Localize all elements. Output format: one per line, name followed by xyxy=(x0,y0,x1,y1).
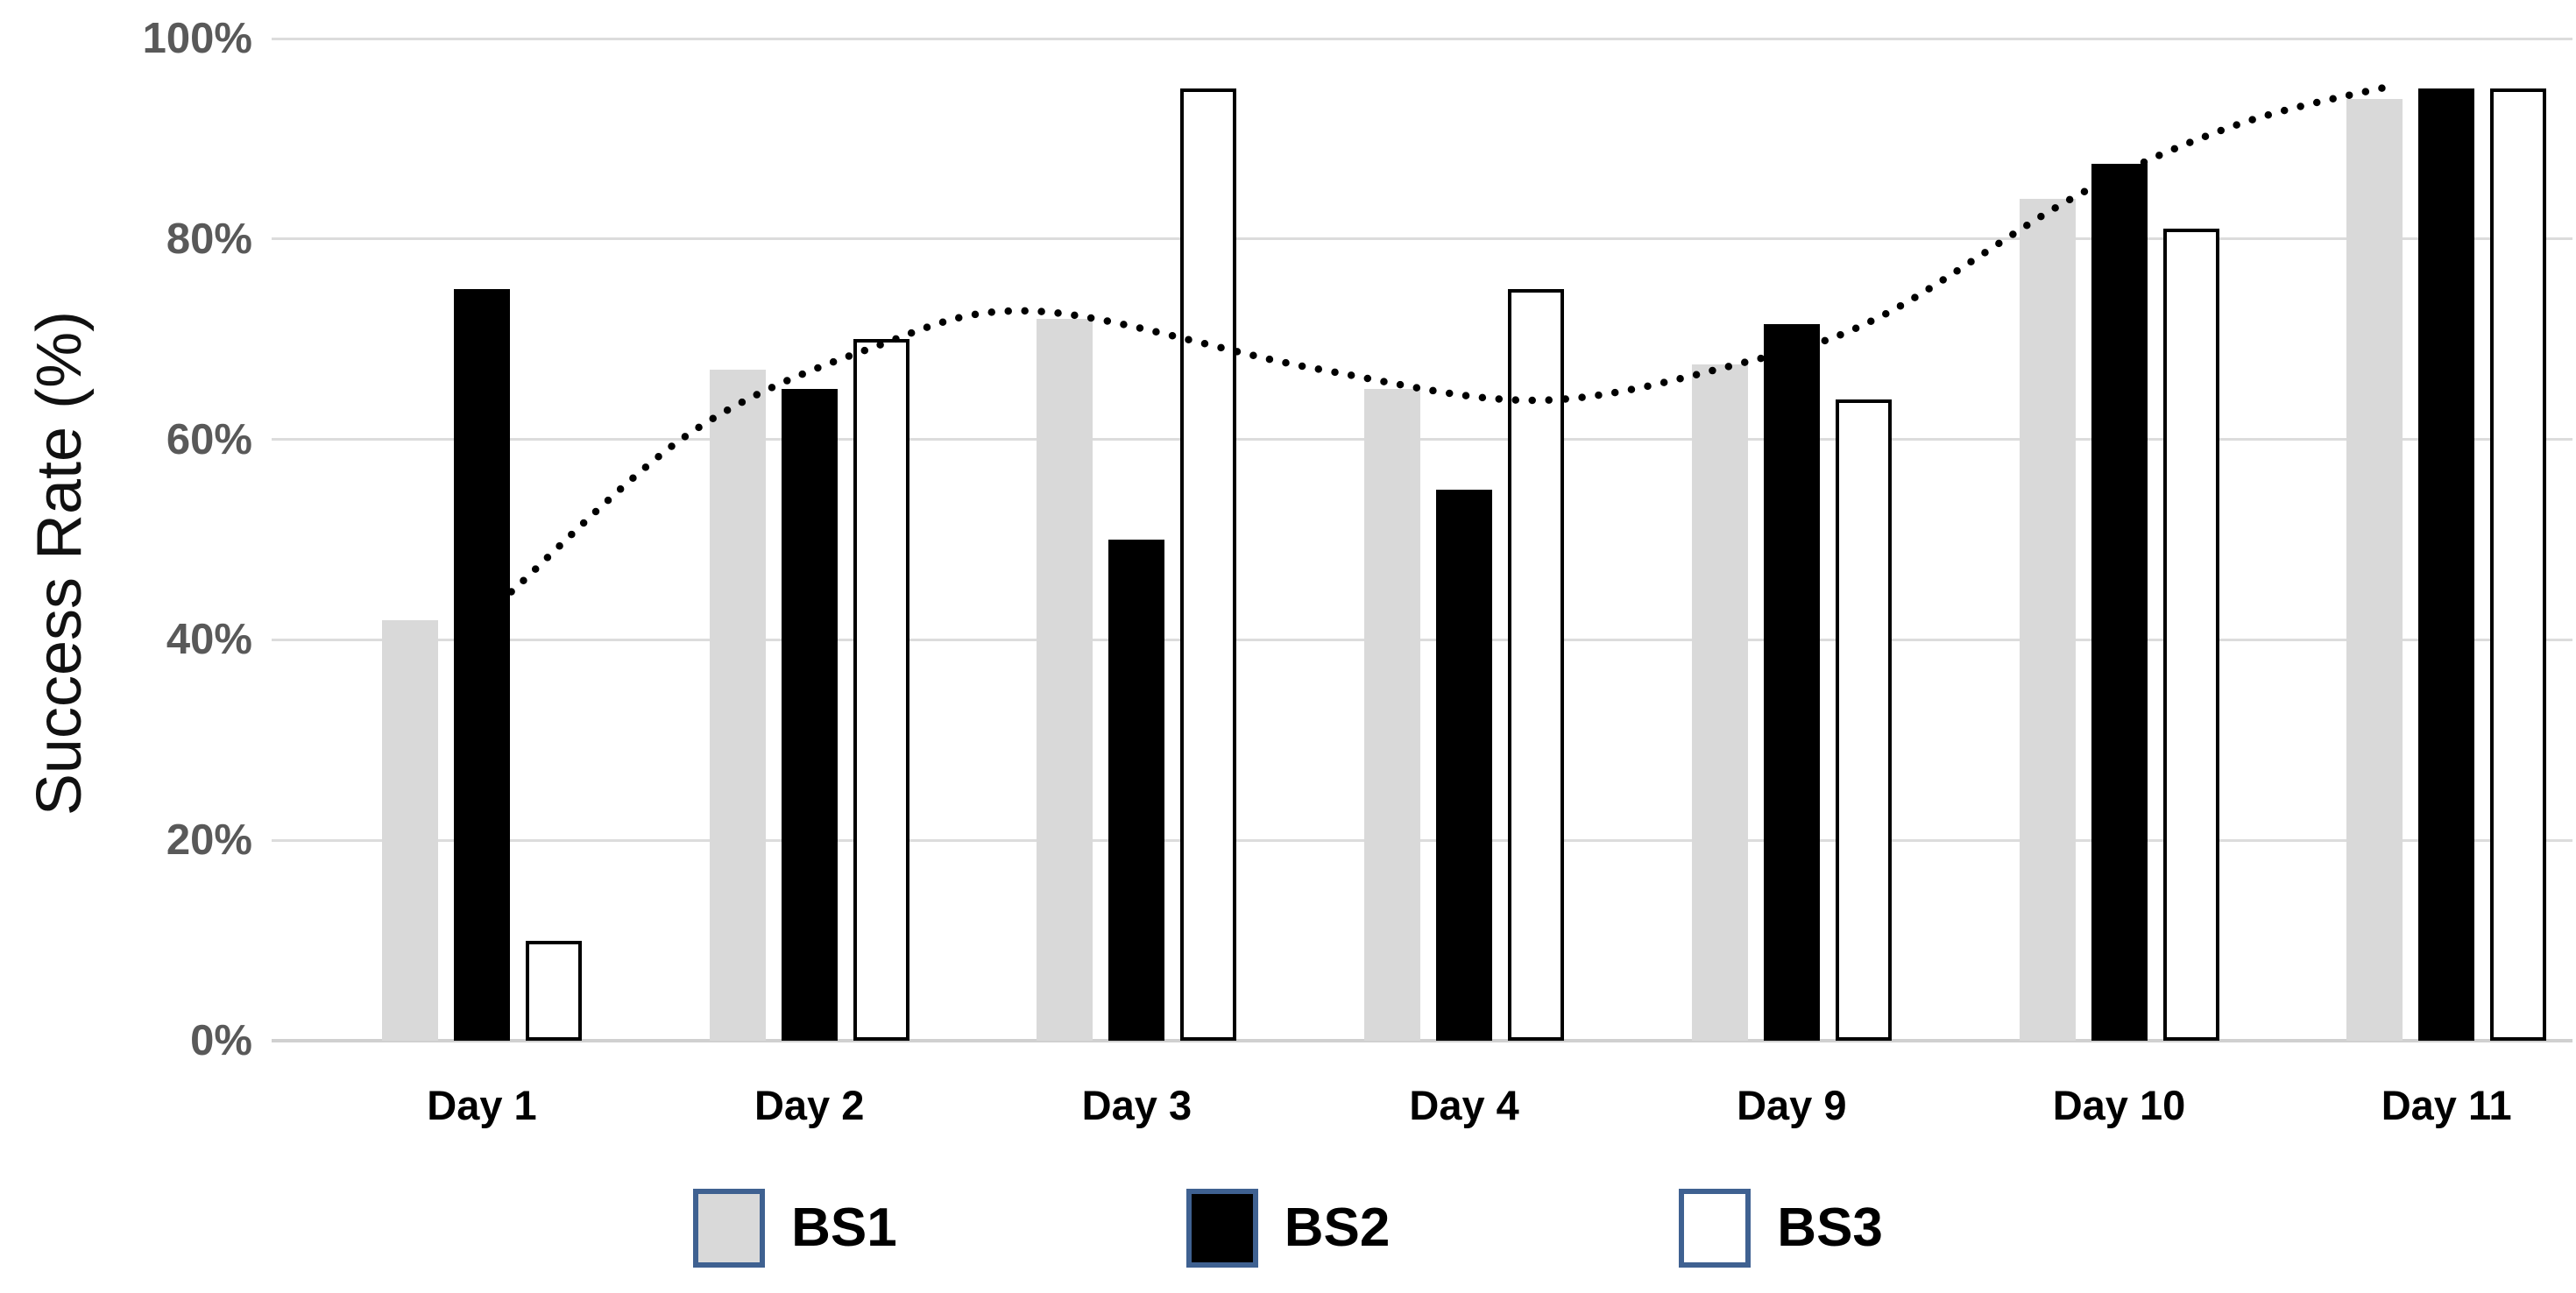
x-axis-label: Day 9 xyxy=(1737,1082,1847,1128)
bar-bs3-day-2 xyxy=(853,339,909,1041)
legend-item-bs2: BS2 xyxy=(1185,1189,1391,1268)
x-axis-label: Day 11 xyxy=(2381,1082,2512,1128)
bar-group-day-11 xyxy=(2346,39,2547,1041)
bar-bs1-day-1 xyxy=(382,619,438,1041)
bar-group-day-3 xyxy=(1037,39,1237,1041)
bar-bs1-day-10 xyxy=(2019,199,2076,1041)
bar-bs2-day-11 xyxy=(2418,88,2475,1041)
gridline-40 xyxy=(272,638,2572,641)
y-tick-label: 0% xyxy=(190,1017,252,1064)
bar-bs3-day-4 xyxy=(1508,289,1565,1041)
x-axis-label: Day 10 xyxy=(2052,1082,2186,1128)
legend-swatch-bs2 xyxy=(1185,1189,1258,1268)
legend-label: BS2 xyxy=(1284,1198,1391,1258)
bar-bs3-day-1 xyxy=(526,940,582,1041)
y-tick-label: 20% xyxy=(166,816,252,865)
bar-bs2-day-9 xyxy=(1763,324,1820,1041)
bar-bs2-day-10 xyxy=(2091,164,2148,1041)
plot-area xyxy=(272,37,2572,1042)
bar-bs1-day-9 xyxy=(1691,364,1748,1041)
x-axis-label: Day 3 xyxy=(1081,1082,1192,1128)
bar-bs3-day-3 xyxy=(1180,88,1237,1041)
bar-bs3-day-10 xyxy=(2162,229,2219,1041)
bar-bs3-day-9 xyxy=(1835,399,1892,1041)
legend-label: BS1 xyxy=(791,1198,897,1258)
x-axis-label: Day 1 xyxy=(427,1082,537,1128)
bar-bs1-day-2 xyxy=(709,369,766,1041)
bar-group-day-10 xyxy=(2019,39,2219,1041)
bar-bs1-day-3 xyxy=(1037,319,1093,1041)
bar-group-day-4 xyxy=(1364,39,1565,1041)
legend-swatch-bs1 xyxy=(693,1189,766,1268)
bar-bs2-day-3 xyxy=(1108,540,1165,1041)
x-axis-label: Day 2 xyxy=(754,1082,865,1128)
bar-bs1-day-11 xyxy=(2346,98,2403,1041)
bar-bs2-day-1 xyxy=(454,289,510,1041)
bar-bs3-day-11 xyxy=(2490,88,2547,1041)
y-tick-label: 100% xyxy=(142,15,252,62)
legend-swatch-bs3 xyxy=(1679,1189,1752,1268)
legend-item-bs1: BS1 xyxy=(693,1189,897,1268)
y-tick-label: 40% xyxy=(166,616,252,664)
gridline-100 xyxy=(272,37,2572,40)
gridline-0 xyxy=(272,1038,2572,1042)
legend-item-bs3: BS3 xyxy=(1679,1189,1883,1268)
bar-bs1-day-4 xyxy=(1364,389,1421,1041)
y-tick-label: 80% xyxy=(166,215,252,263)
bar-group-day-1 xyxy=(382,39,582,1041)
y-tick-label: 60% xyxy=(166,415,252,463)
x-axis-label: Day 4 xyxy=(1409,1082,1519,1128)
bar-group-day-2 xyxy=(709,39,909,1041)
legend: BS1 BS2 BS3 xyxy=(0,1184,2576,1272)
gridline-20 xyxy=(272,838,2572,842)
bar-bs2-day-4 xyxy=(1436,489,1493,1041)
bar-group-day-9 xyxy=(1691,39,1892,1041)
bar-bs2-day-2 xyxy=(781,389,838,1041)
legend-label: BS3 xyxy=(1777,1198,1883,1258)
